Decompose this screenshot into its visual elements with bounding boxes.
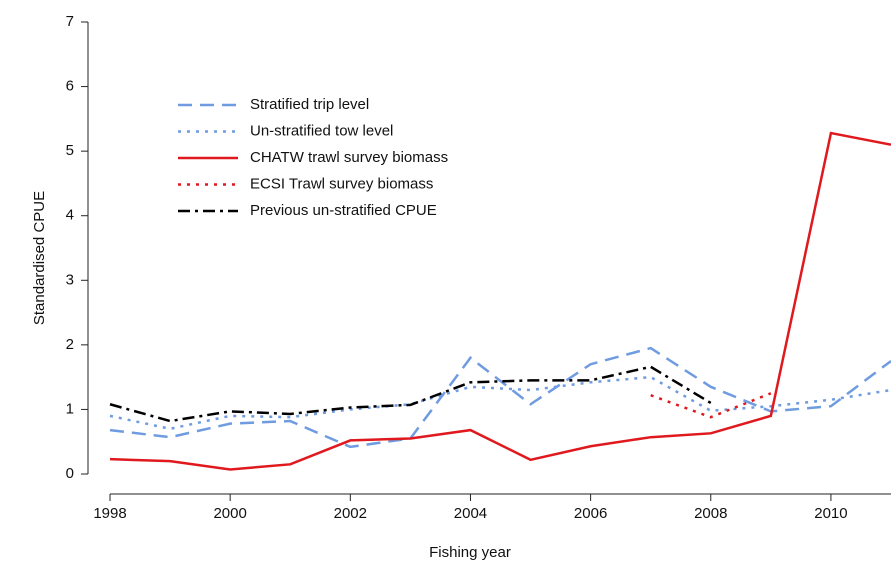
legend-label: Previous un-stratified CPUE xyxy=(250,202,437,219)
x-tick-label: 2004 xyxy=(454,505,487,522)
x-tick-label: 2006 xyxy=(574,505,607,522)
series-line xyxy=(109,131,891,471)
y-tick-label: 4 xyxy=(66,207,74,224)
y-axis-label: Standardised CPUE xyxy=(31,191,48,325)
y-tick-label: 3 xyxy=(66,271,74,288)
series-line xyxy=(650,392,772,419)
y-tick-label: 2 xyxy=(66,336,74,353)
y-tick-label: 7 xyxy=(66,13,74,30)
x-tick-label: 2010 xyxy=(814,505,847,522)
series-line xyxy=(109,365,712,423)
series-line xyxy=(109,346,891,449)
y-tick-label: 5 xyxy=(66,142,74,159)
series-line xyxy=(109,375,891,431)
x-tick-label: 2002 xyxy=(334,505,367,522)
legend-label: ECSI Trawl survey biomass xyxy=(250,175,433,192)
y-tick-label: 0 xyxy=(66,465,74,482)
legend-label: Un-stratified tow level xyxy=(250,122,393,139)
y-tick-label: 6 xyxy=(66,78,74,95)
x-tick-label: 2008 xyxy=(694,505,727,522)
x-tick-label: 2000 xyxy=(213,505,246,522)
y-tick-label: 1 xyxy=(66,400,74,417)
legend-label: CHATW trawl survey biomass xyxy=(250,149,448,166)
x-axis-label: Fishing year xyxy=(429,544,511,561)
legend-label: Stratified trip level xyxy=(250,96,369,113)
x-tick-label: 1998 xyxy=(93,505,126,522)
